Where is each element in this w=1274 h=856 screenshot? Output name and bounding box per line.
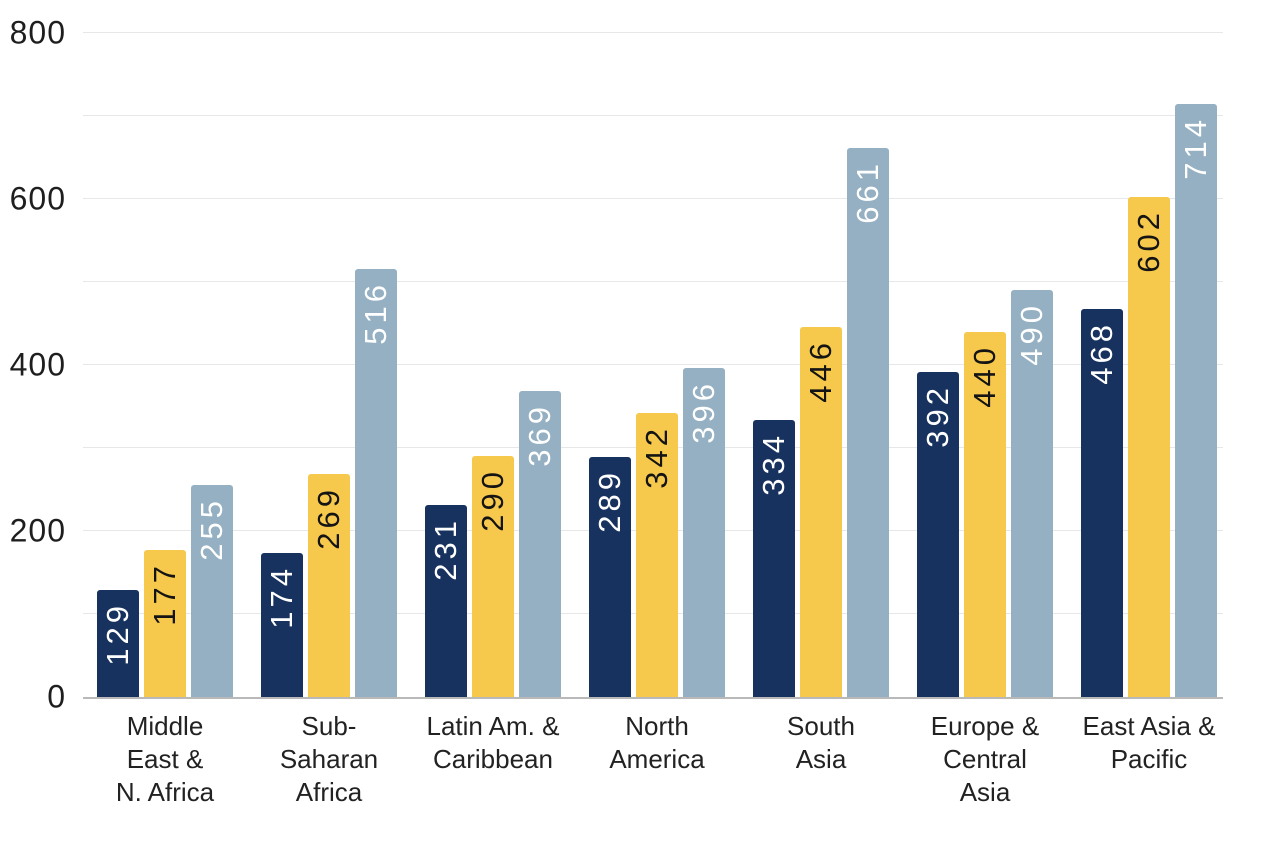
y-axis: 0 200 400 600 800 [0, 15, 66, 715]
x-axis-category-label-line: Saharan [279, 744, 379, 774]
bar: 269 [308, 474, 350, 697]
bar: 231 [425, 505, 467, 697]
bar-value-label: 289 [592, 469, 627, 533]
x-axis-category-label: South Asia [729, 710, 913, 776]
bar: 396 [683, 368, 725, 697]
x-axis-category-label-line: North [625, 711, 689, 741]
x-axis-category-label-line: Sub- [301, 711, 357, 741]
bar: 490 [1011, 290, 1053, 697]
bar: 255 [191, 485, 233, 697]
bar: 369 [519, 391, 561, 697]
x-axis-category-label: Europe & Central Asia [893, 710, 1077, 809]
bar: 129 [97, 590, 139, 697]
x-axis-category-label-line: Central [943, 744, 1027, 774]
bar-value-label: 490 [1014, 302, 1049, 366]
x-axis-category-label: Middle East & N. Africa [73, 710, 257, 809]
bar-value-label: 446 [803, 339, 838, 403]
bar-value-label: 231 [428, 517, 463, 581]
bar: 290 [472, 456, 514, 697]
x-axis-category-label-line: Asia [795, 744, 847, 774]
bar-value-label: 602 [1131, 209, 1166, 273]
bar-value-label: 174 [264, 565, 299, 629]
gridline [83, 198, 1223, 199]
gridline [83, 281, 1223, 282]
bar: 446 [800, 327, 842, 697]
bar-value-label: 468 [1084, 321, 1119, 385]
bar: 174 [261, 553, 303, 697]
bar-value-label: 269 [311, 486, 346, 550]
x-axis-category-label: Latin Am. & Caribbean [401, 710, 585, 776]
y-axis-tick-label: 400 [9, 346, 66, 383]
x-axis-category-label-line: Middle [126, 711, 204, 741]
x-axis-category-label-line: Caribbean [433, 744, 553, 774]
x-axis-category-label-line: Pacific [1110, 744, 1188, 774]
bar-value-label: 177 [147, 562, 182, 626]
bar-value-label: 129 [100, 602, 135, 666]
y-axis-tick-label: 600 [9, 180, 66, 217]
bar-value-label: 334 [756, 432, 791, 496]
bar: 516 [355, 269, 397, 697]
bar: 468 [1081, 309, 1123, 697]
x-axis-category-label: North America [565, 710, 749, 776]
bar: 342 [636, 413, 678, 697]
bar: 602 [1128, 197, 1170, 697]
bar: 334 [753, 420, 795, 697]
x-axis-category-label-line: America [609, 744, 705, 774]
bar-value-label: 369 [522, 403, 557, 467]
bar-value-label: 255 [194, 497, 229, 561]
gridline [83, 115, 1223, 116]
plot-area: 129 174 231 289 334 392 468 177 269 290 342 446 440 6… [83, 32, 1223, 699]
gridline [83, 32, 1223, 33]
bar-value-label: 440 [967, 344, 1002, 408]
y-axis-tick-label: 800 [9, 14, 66, 51]
bar-value-label: 290 [475, 468, 510, 532]
x-axis-category-label-line: Latin Am. & [426, 711, 560, 741]
bar-value-label: 342 [639, 425, 674, 489]
bar: 289 [589, 457, 631, 697]
x-axis-category-label-line: Europe & [930, 711, 1040, 741]
bar: 714 [1175, 104, 1217, 697]
bar: 177 [144, 550, 186, 697]
bar-value-label: 516 [358, 281, 393, 345]
x-axis-category-label-line: N. Africa [115, 777, 215, 807]
x-axis-category-label-line: South [787, 711, 855, 741]
bar: 392 [917, 372, 959, 697]
y-axis-tick-label: 200 [9, 512, 66, 549]
bar: 440 [964, 332, 1006, 697]
bar-value-label: 661 [850, 160, 885, 224]
x-axis-category-label: Sub- Saharan Africa [237, 710, 421, 809]
gridline [83, 364, 1223, 365]
x-axis-line [83, 697, 1223, 699]
bar-value-label: 714 [1178, 116, 1213, 180]
x-axis-category-label-line: Asia [959, 777, 1011, 807]
x-axis-category-label: East Asia & Pacific [1057, 710, 1241, 776]
bar: 661 [847, 148, 889, 697]
x-axis-category-label-line: East & [126, 744, 204, 774]
x-axis-category-label-line: Africa [295, 777, 363, 807]
x-axis-category-label-line: East Asia & [1082, 711, 1216, 741]
bar-value-label: 392 [920, 384, 955, 448]
y-axis-tick-label: 0 [47, 678, 66, 715]
bar-value-label: 396 [686, 380, 721, 444]
